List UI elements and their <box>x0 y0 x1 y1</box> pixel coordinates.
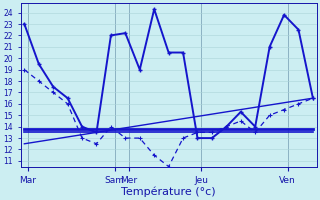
X-axis label: Température (°c): Température (°c) <box>121 186 216 197</box>
